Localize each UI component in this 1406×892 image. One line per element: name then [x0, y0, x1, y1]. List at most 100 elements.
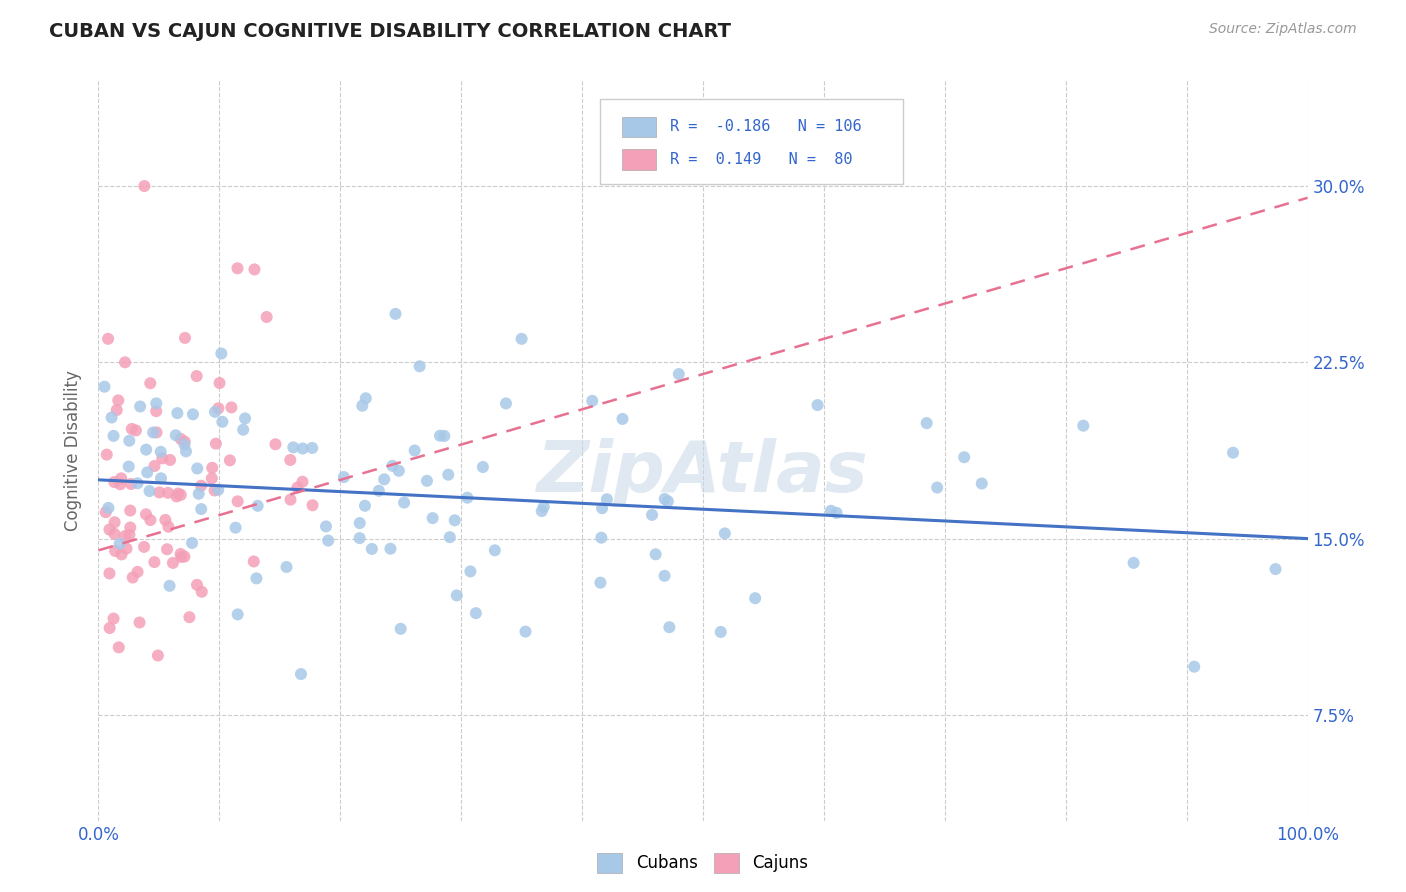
Point	[352, 399, 374, 413]
Point	[143, 555, 166, 569]
Point	[744, 591, 766, 606]
Point	[437, 467, 460, 482]
Point	[190, 479, 212, 493]
Point	[110, 471, 132, 485]
Point	[120, 503, 142, 517]
Point	[315, 519, 337, 533]
Point	[127, 476, 149, 491]
Point	[167, 486, 190, 500]
Point	[589, 575, 612, 590]
Point	[207, 483, 229, 497]
Point	[179, 610, 201, 624]
Point	[301, 498, 323, 512]
Point	[201, 471, 224, 485]
Point	[349, 531, 371, 545]
Point	[129, 400, 152, 414]
Point	[530, 504, 553, 518]
Point	[139, 513, 162, 527]
Point	[190, 502, 212, 516]
Point	[173, 549, 195, 564]
Point	[1264, 562, 1286, 576]
Point	[291, 475, 314, 489]
Point	[404, 443, 426, 458]
Point	[389, 622, 412, 636]
Point	[226, 607, 249, 622]
Point	[142, 425, 165, 440]
Point	[159, 579, 181, 593]
Point	[225, 521, 247, 535]
Text: Source: ZipAtlas.com: Source: ZipAtlas.com	[1209, 22, 1357, 37]
Point	[136, 466, 159, 480]
Point	[98, 566, 121, 581]
Point	[107, 393, 129, 408]
Point	[187, 487, 209, 501]
Point	[970, 476, 993, 491]
Point	[121, 570, 143, 584]
Point	[641, 508, 664, 522]
Point	[97, 500, 120, 515]
Point	[108, 537, 131, 551]
Point	[120, 520, 142, 534]
Point	[139, 376, 162, 391]
Point	[280, 492, 302, 507]
Point	[155, 513, 177, 527]
Point	[148, 485, 170, 500]
Point	[98, 621, 121, 635]
Point	[145, 425, 167, 440]
Point	[173, 434, 195, 449]
Point	[103, 475, 125, 489]
Text: ZipAtlas: ZipAtlas	[537, 438, 869, 508]
Point	[384, 307, 406, 321]
Point	[97, 332, 120, 346]
Point	[456, 491, 478, 505]
Point	[115, 541, 138, 556]
Point	[211, 415, 233, 429]
Point	[170, 549, 193, 564]
Point	[710, 624, 733, 639]
Point	[953, 450, 976, 465]
Point	[201, 460, 224, 475]
Text: R =  -0.186   N = 106: R = -0.186 N = 106	[671, 120, 862, 135]
Point	[443, 513, 465, 527]
Legend: Cubans, Cajuns: Cubans, Cajuns	[591, 847, 815, 880]
Point	[143, 458, 166, 473]
Point	[381, 458, 404, 473]
Point	[150, 471, 173, 485]
Point	[118, 459, 141, 474]
Point	[150, 451, 173, 466]
Text: R =  0.149   N =  80: R = 0.149 N = 80	[671, 152, 853, 167]
Point	[221, 401, 243, 415]
Point	[264, 437, 287, 451]
Point	[105, 403, 128, 417]
Point	[242, 554, 264, 568]
Bar	[621, 117, 655, 137]
Point	[596, 492, 619, 507]
Point	[218, 453, 240, 467]
Point	[287, 481, 309, 495]
Point	[367, 483, 389, 498]
Point	[301, 441, 323, 455]
Point	[134, 179, 156, 194]
Point	[121, 422, 143, 436]
Point	[316, 533, 339, 548]
Point	[165, 428, 187, 442]
Point	[94, 505, 117, 519]
Point	[157, 520, 180, 534]
Point	[118, 528, 141, 542]
Point	[591, 531, 613, 545]
Point	[495, 396, 517, 410]
Point	[515, 624, 537, 639]
Point	[181, 536, 204, 550]
Point	[127, 565, 149, 579]
Text: CUBAN VS CAJUN COGNITIVE DISABILITY CORRELATION CHART: CUBAN VS CAJUN COGNITIVE DISABILITY CORR…	[49, 22, 731, 41]
Point	[283, 441, 305, 455]
Point	[156, 486, 179, 500]
Point	[927, 481, 949, 495]
Point	[98, 523, 121, 537]
Point	[658, 620, 681, 634]
Point	[174, 331, 197, 345]
Point	[1222, 446, 1244, 460]
Point	[246, 499, 269, 513]
Point	[132, 540, 155, 554]
Point	[135, 442, 157, 457]
